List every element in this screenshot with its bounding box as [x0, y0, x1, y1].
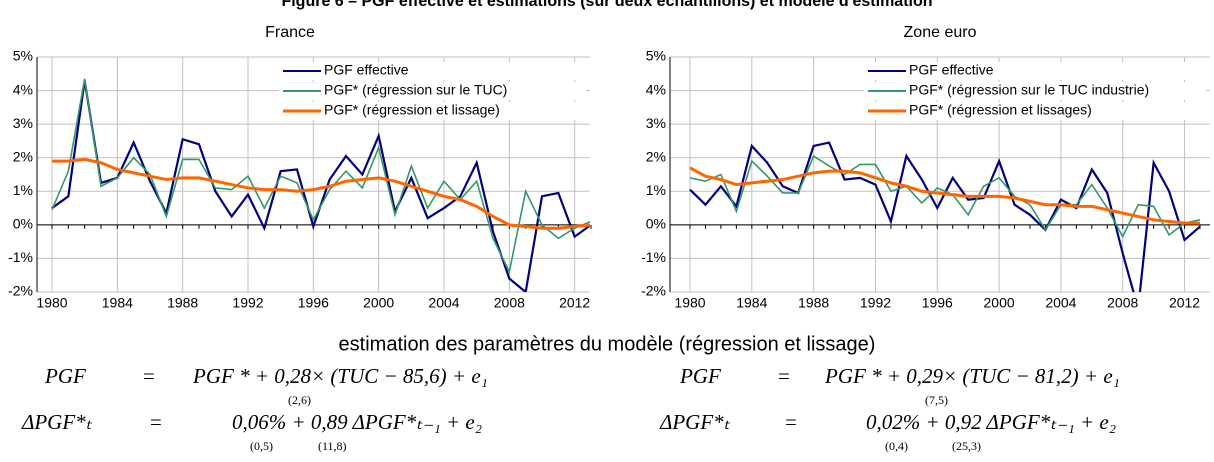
y-tick-label: 3%: [646, 115, 666, 131]
y-tick-label: -2%: [641, 283, 666, 299]
standard-error: (0,4): [885, 439, 908, 453]
x-tick-label: 1992: [232, 295, 263, 311]
x-tick-label: 1996: [922, 295, 953, 311]
x-tick-label: 2000: [984, 295, 1015, 311]
x-tick-label: 2012: [1169, 295, 1200, 311]
legend-label: PGF* (régression sur le TUC industrie): [909, 82, 1149, 98]
y-tick-label: 3%: [13, 115, 33, 131]
x-tick-label: 2012: [559, 295, 590, 311]
x-tick-label: 1984: [102, 295, 133, 311]
series-line: [51, 78, 590, 275]
x-tick-label: 1980: [674, 295, 705, 311]
legend-label: PGF effective: [909, 62, 994, 78]
series-line: [52, 157, 590, 230]
equation-rhs: 0,02% + 0,92 ΔPGF*ₜ₋₁ + e₂: [866, 410, 1116, 434]
legend-bg: [864, 82, 1206, 100]
model-title: estimation des paramètres du modèle (rég…: [339, 333, 876, 355]
legend-label: PGF* (régression et lissages): [909, 102, 1092, 118]
legend-bg: [864, 102, 1206, 120]
x-tick-label: 2000: [363, 295, 394, 311]
equation-lhs: PGF: [679, 364, 721, 388]
y-tick-label: 0%: [13, 216, 33, 232]
page-title: Figure 6 – PGF effective et estimations …: [281, 0, 932, 10]
x-tick-label: 2004: [1045, 295, 1076, 311]
x-tick-label: 1988: [798, 295, 829, 311]
standard-error: (0,5): [250, 439, 273, 453]
series-line: [689, 141, 1201, 292]
legend-bg: [279, 102, 586, 120]
equation-sign: =: [143, 364, 155, 388]
x-tick-label: 1988: [167, 295, 198, 311]
y-tick-label: 1%: [646, 182, 666, 198]
x-tick-label: 2008: [494, 295, 525, 311]
equation-sign: =: [785, 410, 797, 434]
y-tick-label: -1%: [641, 249, 666, 265]
x-tick-label: 2004: [428, 295, 459, 311]
equation-lhs: ΔPGF*ₜ: [21, 410, 93, 434]
x-tick-label: 1980: [36, 295, 67, 311]
y-tick-label: -1%: [8, 249, 33, 265]
y-tick-label: 2%: [646, 148, 666, 164]
y-tick-label: -2%: [8, 283, 33, 299]
y-tick-label: 5%: [13, 48, 33, 64]
y-tick-label: 4%: [13, 81, 33, 97]
chart-title: France: [265, 24, 315, 41]
y-tick-label: 5%: [646, 48, 666, 64]
equation-sign: =: [150, 410, 162, 434]
series-line: [689, 154, 1201, 239]
y-tick-label: 2%: [13, 148, 33, 164]
equation-lhs: PGF: [44, 364, 86, 388]
standard-error: (11,8): [318, 439, 347, 453]
x-tick-label: 1992: [860, 295, 891, 311]
x-tick-label: 2008: [1107, 295, 1138, 311]
y-tick-label: 1%: [13, 182, 33, 198]
x-tick-label: 1996: [298, 295, 329, 311]
legend-label: PGF* (régression et lissage): [324, 102, 500, 118]
chart-title: Zone euro: [904, 24, 977, 41]
legend-label: PGF effective: [324, 62, 409, 78]
legend-bg: [279, 62, 586, 80]
equation-rhs: PGF * + 0,28× (TUC − 85,6) + e₁: [192, 364, 488, 388]
legend-bg: [864, 62, 1206, 80]
equation-rhs: PGF * + 0,29× (TUC − 81,2) + e₁: [824, 364, 1120, 388]
y-tick-label: 0%: [646, 216, 666, 232]
legend-bg: [279, 82, 586, 100]
series-line: [689, 166, 1200, 225]
equation-rhs: 0,06% + 0,89 ΔPGF*ₜ₋₁ + e₂: [232, 410, 482, 434]
legend-label: PGF* (régression sur le TUC): [324, 82, 507, 98]
equation-sign: =: [778, 364, 790, 388]
x-tick-label: 1984: [736, 295, 767, 311]
standard-error: (2,6): [288, 393, 311, 407]
standard-error: (7,5): [925, 393, 948, 407]
y-tick-label: 4%: [646, 81, 666, 97]
equation-lhs: ΔPGF*ₜ: [659, 410, 731, 434]
standard-error: (25,3): [952, 439, 981, 453]
